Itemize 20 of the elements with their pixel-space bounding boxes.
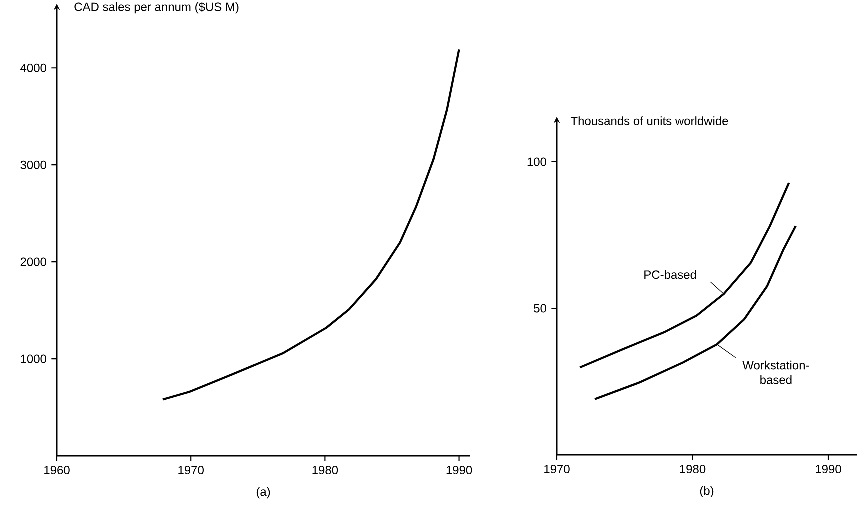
x-tick-label: 1990 (446, 466, 472, 475)
y-axis-title: CAD sales per annum ($US M) (74, 2, 239, 14)
x-tick-label: 1970 (544, 465, 570, 474)
x-tick-label: 1960 (44, 466, 70, 475)
x-tick-label: 1970 (178, 466, 204, 475)
x-tick-label: 1990 (816, 465, 842, 474)
text: PC-based (644, 270, 696, 280)
line-series (162, 48, 460, 401)
y-tick-label: 4000 (20, 64, 46, 72)
text: Workstation-based (742, 360, 810, 384)
x-tick-label: 1980 (312, 466, 338, 475)
y-tick-label: 50 (534, 304, 546, 313)
y-tick-label: 3000 (20, 160, 46, 170)
text: (a) (256, 487, 270, 499)
x-tick-label: 1980 (680, 465, 706, 474)
y-tick-label: 100 (528, 158, 546, 166)
y-tick-label: 2000 (20, 258, 46, 266)
text: (b) (700, 486, 714, 498)
y-axis-title: Thousands of units worldwide (570, 116, 728, 126)
y-tick-label: 1000 (21, 354, 46, 364)
